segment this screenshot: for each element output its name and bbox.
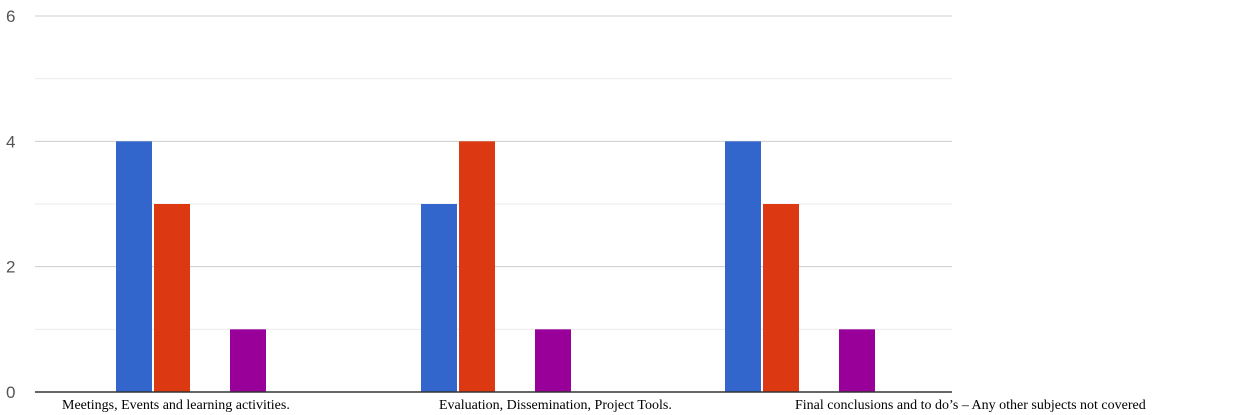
- bar: [839, 329, 875, 392]
- y-tick-label: 6: [6, 7, 15, 26]
- x-axis-categories: Meetings, Events and learning activities…: [62, 398, 1146, 413]
- bar: [230, 329, 266, 392]
- bar: [535, 329, 571, 392]
- bar: [421, 204, 457, 392]
- x-category-label: Meetings, Events and learning activities…: [62, 398, 290, 413]
- x-category-label: Evaluation, Dissemination, Project Tools…: [439, 398, 672, 413]
- bar: [459, 141, 495, 392]
- y-tick-label: 0: [6, 383, 15, 402]
- bar: [154, 204, 190, 392]
- y-tick-label: 4: [6, 132, 15, 151]
- bar: [763, 204, 799, 392]
- y-tick-label: 2: [6, 258, 15, 277]
- bars: [116, 141, 875, 392]
- x-category-label: Final conclusions and to do’s – Any othe…: [795, 398, 1146, 413]
- bar: [725, 141, 761, 392]
- y-axis-ticks: 0 2 4 6: [6, 7, 15, 402]
- bar: [116, 141, 152, 392]
